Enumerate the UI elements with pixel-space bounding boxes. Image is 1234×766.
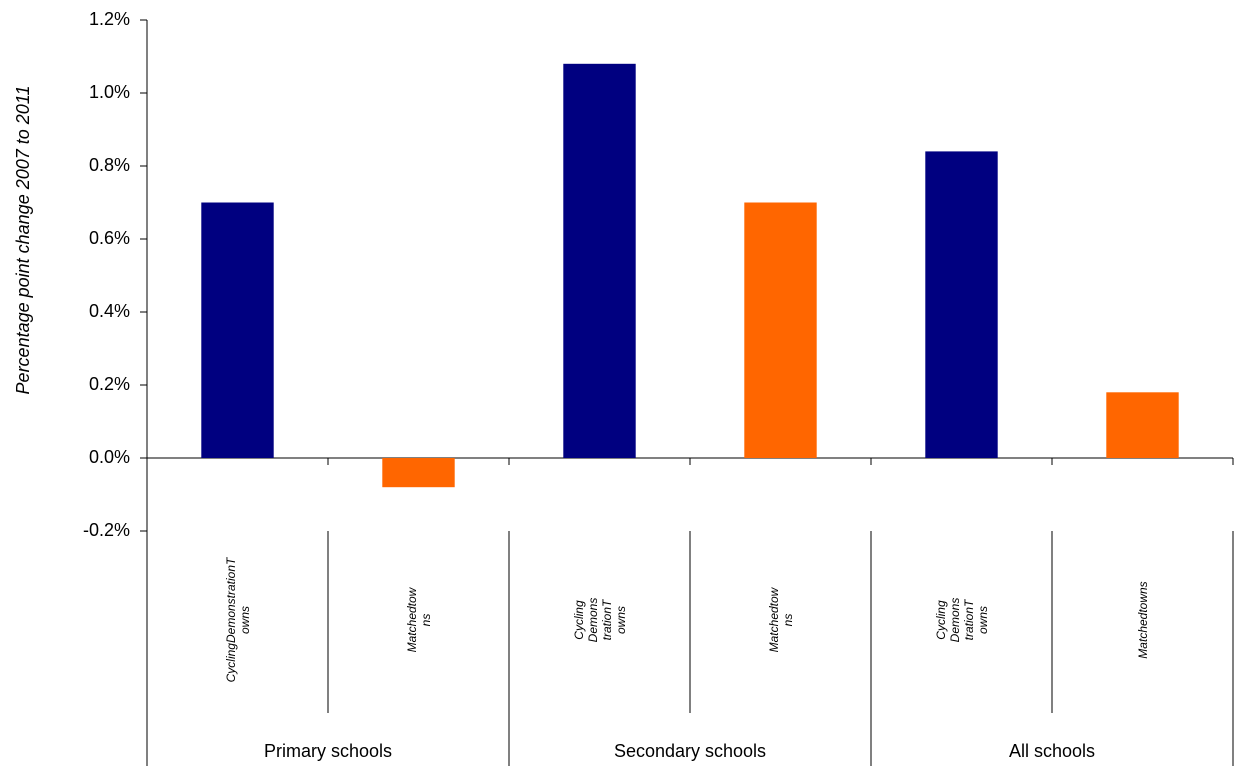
category-label: CyclingDemonstrationTowns — [571, 597, 628, 643]
bar — [201, 202, 274, 458]
category-label: CyclingDemonstrationTowns — [933, 597, 990, 643]
group-label: Primary schools — [264, 741, 392, 761]
bar — [744, 202, 817, 458]
bar — [1106, 392, 1179, 458]
y-tick-label: 0.8% — [89, 155, 130, 175]
y-tick-label: 0.4% — [89, 301, 130, 321]
group-label: All schools — [1009, 741, 1095, 761]
y-tick-label: 0.0% — [89, 447, 130, 467]
category-label: Matchedtowns — [404, 587, 433, 653]
y-axis-title: Percentage point change 2007 to 2011 — [13, 86, 33, 395]
category-label: CyclingDemonstrationTowns — [223, 557, 252, 683]
category-label: Matchedtowns — [766, 587, 795, 653]
bar — [382, 458, 455, 488]
category-label: Matchedtowns — [1135, 581, 1150, 659]
y-tick-label: 0.6% — [89, 228, 130, 248]
group-label: Secondary schools — [614, 741, 766, 761]
y-tick-label: -0.2% — [83, 520, 130, 540]
y-tick-label: 1.2% — [89, 9, 130, 29]
bar — [925, 151, 998, 458]
bar — [563, 63, 636, 459]
y-tick-label: 0.2% — [89, 374, 130, 394]
y-tick-label: 1.0% — [89, 82, 130, 102]
